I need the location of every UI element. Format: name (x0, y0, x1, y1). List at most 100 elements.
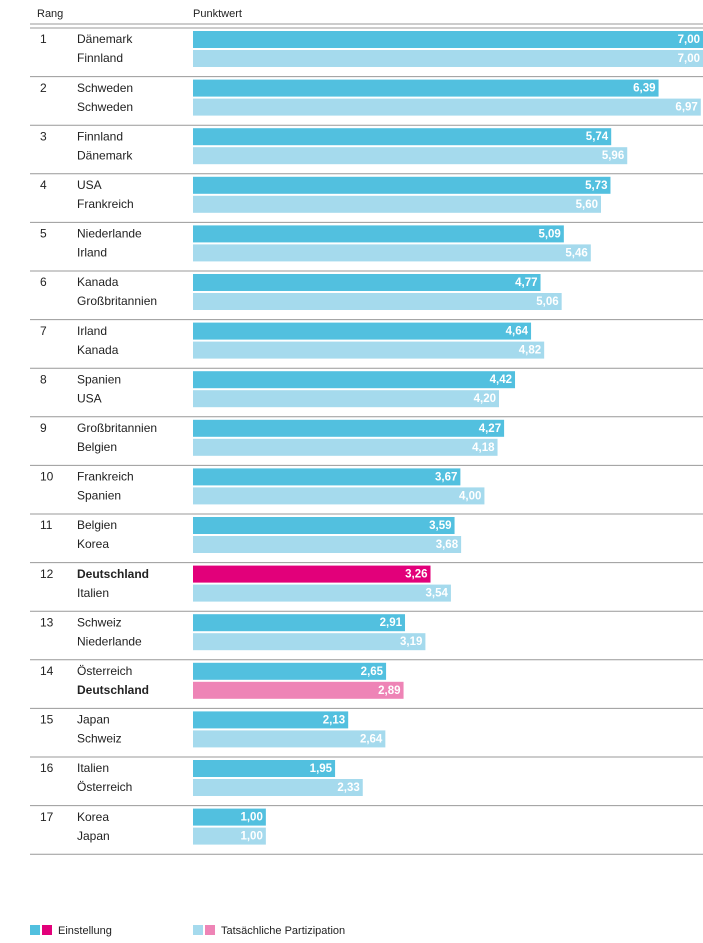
country-label: Korea (77, 537, 109, 551)
country-label: Niederlande (77, 227, 142, 241)
country-label: Spanien (77, 489, 121, 503)
country-label: Kanada (77, 343, 119, 357)
bar (193, 711, 349, 729)
rank-label: 7 (40, 324, 47, 338)
country-label: Schweiz (77, 732, 122, 746)
legend-swatch (205, 925, 215, 935)
country-label: Italien (77, 586, 109, 600)
rank-label: 3 (40, 129, 47, 143)
bar (193, 468, 461, 486)
bar (193, 341, 545, 359)
bar (193, 128, 612, 146)
value-label: 4,82 (519, 345, 541, 357)
value-label: 3,59 (429, 520, 451, 532)
bar (193, 225, 564, 243)
bar (193, 614, 406, 632)
bar (193, 322, 532, 340)
country-label: Belgien (77, 440, 117, 454)
country-label: Österreich (77, 664, 132, 678)
bar (193, 79, 659, 97)
country-label: Deutschland (77, 567, 149, 581)
legend-swatch (42, 925, 52, 935)
value-label: 1,95 (310, 763, 333, 775)
country-label: Finnland (77, 51, 123, 65)
bar (193, 244, 591, 262)
rank-label: 10 (40, 470, 54, 484)
bar (193, 419, 505, 437)
value-label: 7,00 (678, 53, 700, 65)
country-label: Schweden (77, 100, 133, 114)
value-label: 4,77 (515, 277, 537, 289)
rank-label: 12 (40, 567, 54, 581)
bar (193, 98, 701, 116)
value-label: 5,96 (602, 150, 624, 162)
value-label: 3,68 (436, 539, 459, 551)
country-label: USA (77, 391, 102, 405)
country-label: Kanada (77, 275, 119, 289)
value-label: 4,20 (474, 393, 496, 405)
rank-label: 17 (40, 810, 54, 824)
legend-swatch (30, 925, 40, 935)
country-label: Belgien (77, 518, 117, 532)
value-label: 1,00 (240, 812, 262, 824)
value-label: 5,74 (586, 131, 609, 143)
value-label: 4,27 (479, 423, 501, 435)
value-label: 4,42 (490, 374, 512, 386)
bar (193, 274, 541, 291)
value-label: 5,73 (585, 180, 607, 192)
rank-label: 13 (40, 615, 54, 629)
country-label: Österreich (77, 780, 132, 794)
value-label: 7,00 (678, 34, 700, 46)
country-label: Schweden (77, 81, 133, 95)
rank-label: 14 (40, 664, 54, 678)
country-label: Italien (77, 761, 109, 775)
rank-header: Rang (37, 8, 63, 20)
country-label: Japan (77, 713, 110, 727)
bar (193, 390, 499, 408)
value-label: 3,67 (435, 471, 457, 483)
country-label: Irland (77, 324, 107, 338)
country-label: Korea (77, 810, 109, 824)
country-label: Finnland (77, 129, 123, 143)
bar (193, 827, 266, 845)
value-label: 3,54 (426, 588, 449, 600)
country-label: Frankreich (77, 470, 134, 484)
country-label: Dänemark (77, 148, 133, 162)
bar (193, 371, 516, 389)
rank-label: 5 (40, 227, 47, 241)
legend-label: Einstellung (58, 925, 112, 937)
bar (193, 50, 703, 67)
bar (193, 536, 462, 553)
country-label: Japan (77, 829, 110, 843)
country-label: Großbritannien (77, 294, 157, 308)
bar (193, 584, 451, 602)
rank-label: 8 (40, 372, 47, 386)
value-label: 2,13 (323, 714, 345, 726)
value-label: 5,60 (576, 199, 598, 211)
bar (193, 662, 387, 680)
country-label: Niederlande (77, 634, 142, 648)
bar (193, 760, 336, 777)
rank-label: 4 (40, 178, 47, 192)
value-label: 5,06 (536, 296, 558, 308)
value-label: 2,64 (360, 733, 383, 745)
bar (193, 565, 431, 583)
legend-swatch (193, 925, 203, 935)
bar (193, 487, 485, 505)
value-label: 4,18 (472, 442, 495, 454)
bar (193, 293, 562, 310)
value-label: 4,64 (506, 326, 529, 338)
value-label: 5,46 (565, 247, 587, 259)
country-label: Spanien (77, 372, 121, 386)
value-label: 1,00 (240, 831, 262, 843)
value-label: 6,39 (633, 83, 655, 95)
legend-label: Tatsächliche Partizipation (221, 925, 345, 937)
bar (193, 681, 404, 699)
rank-label: 6 (40, 275, 47, 289)
value-label: 5,09 (538, 228, 560, 240)
bar (193, 517, 455, 534)
rank-label: 2 (40, 81, 47, 95)
bar (193, 147, 628, 165)
rank-label: 9 (40, 421, 47, 435)
